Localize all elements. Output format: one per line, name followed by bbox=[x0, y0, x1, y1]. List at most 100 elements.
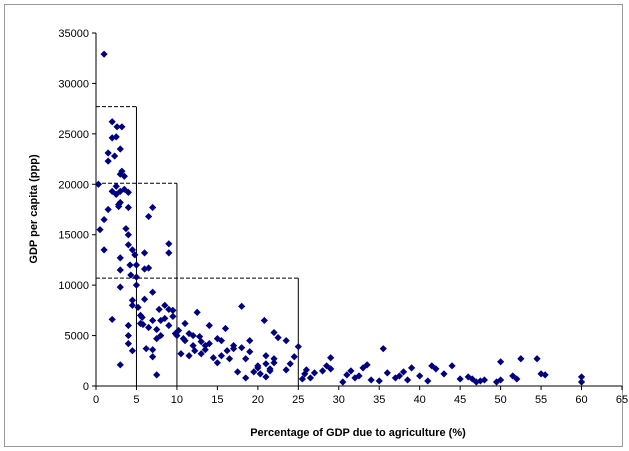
data-point bbox=[205, 321, 213, 330]
data-point bbox=[169, 306, 177, 314]
data-point bbox=[424, 377, 432, 385]
data-point bbox=[213, 334, 221, 343]
data-point bbox=[94, 180, 103, 188]
data-point bbox=[120, 172, 128, 180]
data-point bbox=[145, 264, 153, 272]
data-point bbox=[140, 249, 149, 257]
data-point bbox=[399, 368, 408, 376]
data-point bbox=[108, 315, 116, 324]
data-point bbox=[472, 378, 480, 386]
data-point bbox=[221, 324, 230, 333]
data-point bbox=[181, 319, 189, 328]
data-point bbox=[234, 368, 242, 376]
data-point bbox=[306, 374, 315, 382]
data-point bbox=[541, 371, 549, 379]
data-point bbox=[132, 281, 141, 289]
data-point bbox=[118, 123, 126, 131]
data-point bbox=[282, 366, 290, 374]
data-point bbox=[375, 377, 383, 385]
data-point bbox=[104, 205, 112, 214]
data-point bbox=[246, 337, 254, 345]
data-point bbox=[351, 374, 359, 382]
data-point bbox=[197, 350, 205, 358]
data-point bbox=[185, 329, 193, 338]
data-point bbox=[165, 240, 173, 248]
x-tick-label: 45 bbox=[454, 394, 466, 406]
data-point bbox=[116, 266, 124, 274]
y-tick-label: 30000 bbox=[58, 78, 89, 90]
data-point bbox=[286, 360, 294, 368]
data-point bbox=[302, 366, 310, 374]
data-point bbox=[298, 375, 306, 383]
data-point bbox=[140, 295, 149, 303]
data-point bbox=[136, 311, 145, 319]
data-point bbox=[157, 331, 165, 340]
data-point bbox=[403, 376, 412, 384]
data-point bbox=[173, 331, 181, 340]
y-tick-label: 25000 bbox=[58, 129, 89, 141]
data-point bbox=[294, 343, 302, 351]
data-point bbox=[355, 372, 363, 380]
data-point bbox=[161, 314, 169, 323]
data-point bbox=[185, 352, 193, 360]
x-tick-label: 50 bbox=[494, 394, 506, 406]
x-tick-label: 0 bbox=[93, 394, 99, 406]
data-points bbox=[94, 50, 586, 386]
data-point bbox=[395, 372, 404, 380]
data-point bbox=[408, 364, 416, 372]
data-point bbox=[270, 355, 278, 363]
data-point bbox=[116, 198, 124, 207]
data-point bbox=[153, 334, 161, 343]
data-point bbox=[126, 261, 134, 269]
data-point bbox=[301, 370, 309, 378]
data-point bbox=[250, 368, 258, 376]
data-point bbox=[112, 133, 120, 141]
y-tick-label: 10000 bbox=[58, 280, 89, 292]
data-point bbox=[195, 332, 204, 341]
data-point bbox=[116, 361, 124, 369]
data-point bbox=[193, 308, 201, 316]
data-point bbox=[246, 348, 254, 356]
data-point bbox=[290, 353, 298, 361]
y-tick-label: 20000 bbox=[58, 179, 89, 191]
data-point bbox=[492, 378, 501, 386]
data-point bbox=[128, 246, 137, 254]
x-tick-label: 25 bbox=[292, 394, 304, 406]
y-tick-label: 35000 bbox=[58, 28, 89, 40]
data-point bbox=[217, 337, 226, 345]
data-point bbox=[179, 334, 187, 343]
data-point bbox=[440, 370, 448, 378]
data-point bbox=[223, 347, 231, 355]
data-point bbox=[217, 352, 226, 360]
data-point bbox=[169, 312, 177, 321]
data-point bbox=[260, 316, 268, 325]
data-point bbox=[138, 313, 146, 322]
data-point bbox=[262, 373, 270, 381]
data-point bbox=[242, 374, 250, 382]
y-tick-label: 0 bbox=[83, 381, 89, 393]
data-point bbox=[113, 123, 121, 131]
data-point bbox=[124, 340, 132, 348]
data-point bbox=[100, 215, 108, 224]
data-point bbox=[339, 378, 347, 386]
data-point bbox=[509, 372, 517, 380]
data-point bbox=[140, 265, 149, 273]
data-point bbox=[145, 212, 153, 221]
data-point bbox=[122, 225, 130, 233]
data-point bbox=[115, 202, 123, 211]
data-point bbox=[132, 273, 141, 281]
x-tick-label: 35 bbox=[373, 394, 385, 406]
data-point bbox=[153, 371, 161, 379]
data-point bbox=[149, 353, 157, 361]
data-point bbox=[497, 376, 505, 384]
data-point bbox=[201, 346, 209, 354]
x-tick-label: 5 bbox=[133, 394, 139, 406]
data-point bbox=[327, 365, 335, 373]
data-point bbox=[238, 302, 246, 310]
data-point bbox=[327, 354, 335, 362]
data-point bbox=[209, 354, 217, 362]
data-point bbox=[124, 241, 132, 249]
data-point bbox=[416, 372, 424, 380]
data-point bbox=[497, 358, 505, 366]
data-point bbox=[139, 320, 147, 329]
